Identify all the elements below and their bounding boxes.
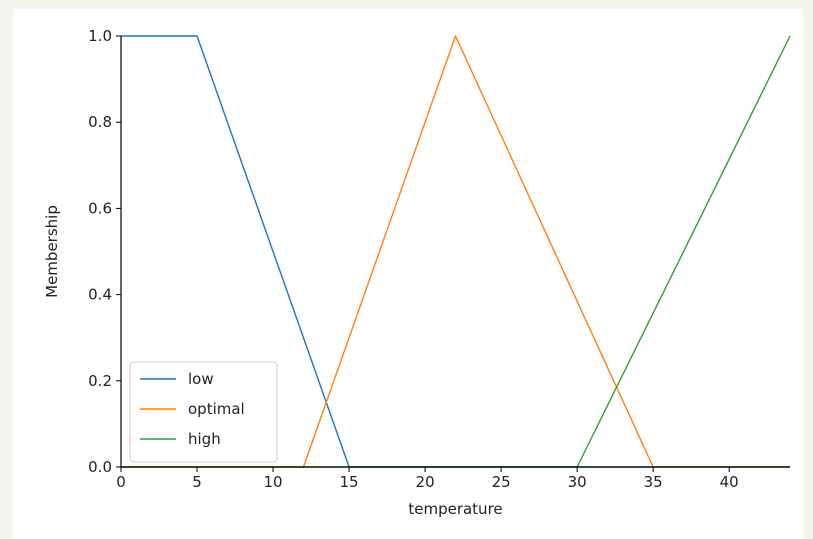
x-tick-label: 0 [116,473,126,491]
x-tick-label: 15 [340,473,359,491]
y-tick-label: 0.0 [88,458,112,476]
x-tick-label: 20 [416,473,435,491]
x-tick-label: 40 [720,473,739,491]
x-tick-label: 5 [192,473,202,491]
y-tick-label: 0.6 [88,199,112,217]
legend: low optimal high [129,361,278,463]
y-tick-label: 0.8 [88,113,112,131]
y-tick-label: 1.0 [88,27,112,45]
x-ticks: 0 5 10 15 20 25 30 35 40 [116,467,739,491]
chart-svg: 0 5 10 15 20 25 30 35 40 0.0 0.2 0.4 0.6 0.8 1.0 temp… [43,27,791,518]
y-axis-label: Membership [43,205,61,298]
x-tick-label: 30 [568,473,587,491]
y-ticks: 0.0 0.2 0.4 0.6 0.8 1.0 [88,27,121,476]
x-tick-label: 25 [492,473,511,491]
x-tick-label: 10 [263,473,282,491]
chart-figure: 0 5 10 15 20 25 30 35 40 0.0 0.2 0.4 0.6 0.8 1.0 temp… [13,9,803,539]
x-tick-label: 35 [644,473,663,491]
legend-label-low: low [188,370,214,388]
axes-layer [120,36,790,468]
legend-label-optimal: optimal [188,400,245,418]
x-axis-label: temperature [408,500,502,518]
legend-box [129,361,278,463]
y-tick-label: 0.4 [88,286,112,304]
y-tick-label: 0.2 [88,372,112,390]
legend-label-high: high [188,430,221,448]
